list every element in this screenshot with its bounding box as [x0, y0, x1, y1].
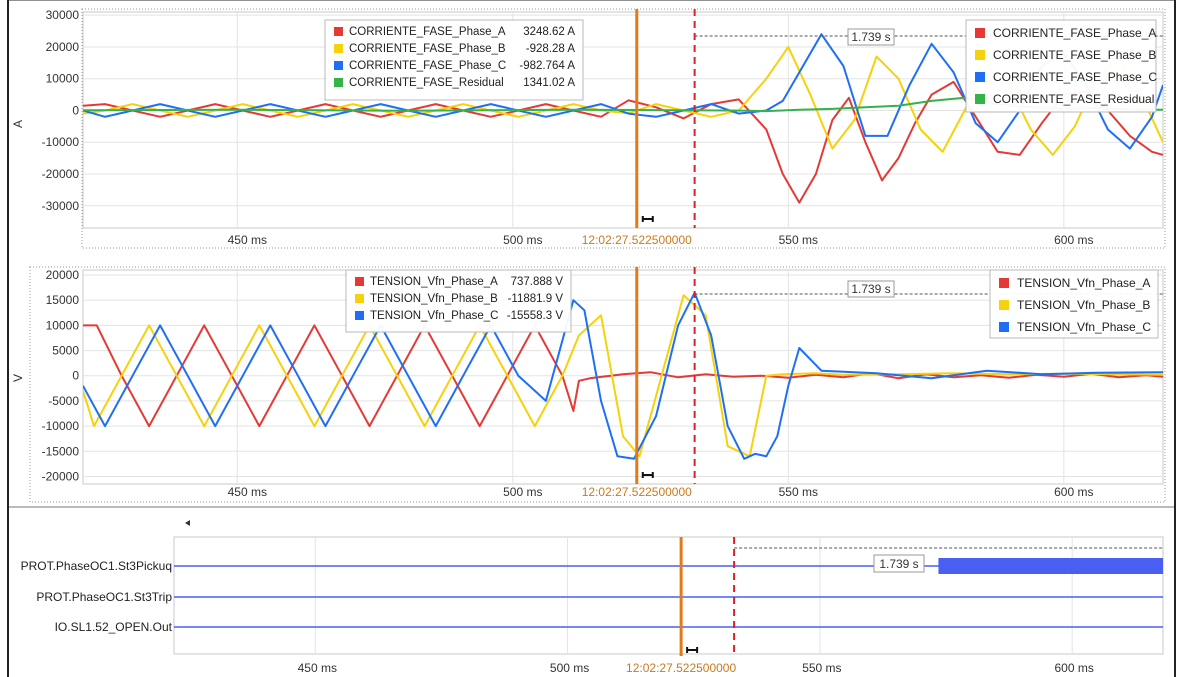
- readout-swatch: [334, 44, 343, 53]
- x-tick-label: 600 ms: [1054, 485, 1093, 499]
- y-tick-label: 20000: [46, 40, 80, 54]
- x-tick-label: 500 ms: [550, 661, 589, 675]
- delta-label-box: [847, 28, 895, 46]
- legend-entry: CORRIENTE_FASE_Phase_A: [993, 26, 1156, 40]
- cursor-grip-icon: [641, 472, 654, 478]
- readout-swatch: [334, 61, 343, 70]
- y-tick-label: 20000: [46, 268, 80, 282]
- x-tick-label: 550 ms: [802, 661, 841, 675]
- y-tick-label: -5000: [48, 394, 79, 408]
- cursor-timestamp: 12:02:27.522500000: [626, 661, 736, 675]
- y-tick-label: 30000: [46, 8, 80, 22]
- y-axis-label: V: [11, 374, 25, 382]
- x-tick-label: 450 ms: [228, 485, 267, 499]
- y-tick-label: -10000: [42, 419, 80, 433]
- y-tick-label: -10000: [42, 135, 80, 149]
- cursor-readout-box: [324, 19, 584, 101]
- readout-swatch: [334, 27, 343, 36]
- readout-value: -982.764 A: [519, 60, 575, 72]
- legend-swatch: [999, 278, 1009, 288]
- legend-swatch: [975, 28, 985, 38]
- readout-name: CORRIENTE_FASE_Phase_A: [349, 26, 506, 38]
- delta-label: 1.739 s: [879, 557, 918, 571]
- digital-plot-area: [173, 536, 1164, 655]
- x-tick-label: 550 ms: [779, 485, 818, 499]
- x-tick-label: 450 ms: [228, 233, 267, 247]
- x-tick-label: 500 ms: [503, 233, 542, 247]
- readout-value: -928.28 A: [526, 43, 576, 55]
- readout-value: -15558.3 V: [507, 310, 564, 322]
- series-group: [83, 291, 1163, 460]
- readout-name: TENSION_Vfn_Phase_B: [370, 293, 498, 305]
- legend-swatch: [999, 300, 1009, 310]
- y-axis-label: A: [11, 120, 25, 128]
- legend-swatch: [999, 322, 1009, 332]
- scroll-left-icon[interactable]: [185, 520, 190, 526]
- y-tick-label: 0: [72, 103, 79, 117]
- y-tick-label: -15000: [42, 444, 80, 458]
- readout-value: 3248.62 A: [523, 26, 575, 38]
- legend-box: [965, 19, 1157, 113]
- y-tick-label: -20000: [42, 167, 80, 181]
- delta-label-box: [847, 280, 895, 298]
- current-panel: 30000 20000 10000 0 -10000 -20000 -30000 450 ms…: [11, 8, 1166, 249]
- panel-frame: [29, 266, 1166, 503]
- readout-name: TENSION_Vfn_Phase_A: [370, 276, 498, 288]
- x-tick-label: 600 ms: [1054, 233, 1093, 247]
- y-tick-label: 0: [72, 369, 79, 383]
- y-tick-label: 10000: [46, 72, 80, 86]
- cursor-grip-icon: [641, 216, 654, 222]
- y-tick-label: 5000: [52, 344, 79, 358]
- x-tick-label: 600 ms: [1054, 661, 1093, 675]
- series-line-tension-vfn-phase-c: [83, 291, 1163, 460]
- legend-entry: TENSION_Vfn_Phase_B: [1017, 298, 1150, 312]
- legend-swatch: [975, 94, 985, 104]
- legend-entry: TENSION_Vfn_Phase_C: [1017, 320, 1151, 334]
- series-line-tension-vfn-phase-b: [83, 294, 1163, 458]
- cursor-readout-box: [345, 269, 572, 333]
- panel-frame: [81, 8, 1166, 249]
- readout-swatch: [355, 311, 364, 320]
- legend-entry: CORRIENTE_FASE_Residual: [993, 92, 1154, 106]
- legend-entry: CORRIENTE_FASE_Phase_B: [993, 48, 1156, 62]
- y-tick-label: -30000: [42, 199, 80, 213]
- legend-swatch: [975, 72, 985, 82]
- legend-entry: CORRIENTE_FASE_Phase_C: [993, 70, 1157, 84]
- plot-area: [82, 269, 1164, 485]
- readout-name: CORRIENTE_FASE_Residual: [349, 77, 504, 89]
- readout-swatch: [355, 277, 364, 286]
- legend-swatch: [975, 50, 985, 60]
- voltage-panel: 20000 15000 10000 5000 0 -5000 -10000 -15000 -20…: [11, 266, 1166, 503]
- legend-entry: TENSION_Vfn_Phase_A: [1017, 276, 1150, 290]
- cursor-timestamp: 12:02:27.522500000: [582, 485, 692, 499]
- x-tick-label: 550 ms: [779, 233, 818, 247]
- y-tick-label: -20000: [42, 469, 80, 483]
- cursor-timestamp: 12:02:27.522500000: [582, 233, 692, 247]
- delta-label-box: [873, 554, 925, 573]
- cursor-grip-icon: [686, 647, 699, 653]
- x-tick-label: 500 ms: [503, 485, 542, 499]
- readout-value: -11881.9 V: [508, 293, 564, 305]
- channel-label: PROT.PhaseOC1.St3Pickuq: [21, 559, 172, 573]
- digital-panel: 450 ms 500 ms 550 ms 600 ms PROT.PhaseOC1.St…: [8, 506, 1175, 675]
- series-line-tension-vfn-phase-a: [83, 324, 1163, 428]
- delta-label: 1.739 s: [851, 282, 890, 296]
- readout-name: CORRIENTE_FASE_Phase_B: [349, 43, 506, 55]
- readout-swatch: [334, 78, 343, 87]
- readout-value: 1341.02 A: [523, 77, 575, 89]
- readout-name: TENSION_Vfn_Phase_C: [370, 310, 498, 322]
- channel-label: IO.SL1.52_OPEN.Out: [55, 620, 173, 634]
- x-tick-label: 450 ms: [298, 661, 337, 675]
- readout-value: 737.888 V: [511, 276, 564, 288]
- readout-swatch: [355, 294, 364, 303]
- delta-label: 1.739 s: [851, 30, 890, 44]
- y-tick-label: 10000: [46, 318, 80, 332]
- channel-label: PROT.PhaseOC1.St3Trip: [36, 590, 172, 604]
- y-tick-label: 15000: [46, 293, 80, 307]
- channel-active-bar: [938, 558, 1163, 574]
- readout-name: CORRIENTE_FASE_Phase_C: [349, 60, 506, 72]
- legend-box: [989, 269, 1159, 339]
